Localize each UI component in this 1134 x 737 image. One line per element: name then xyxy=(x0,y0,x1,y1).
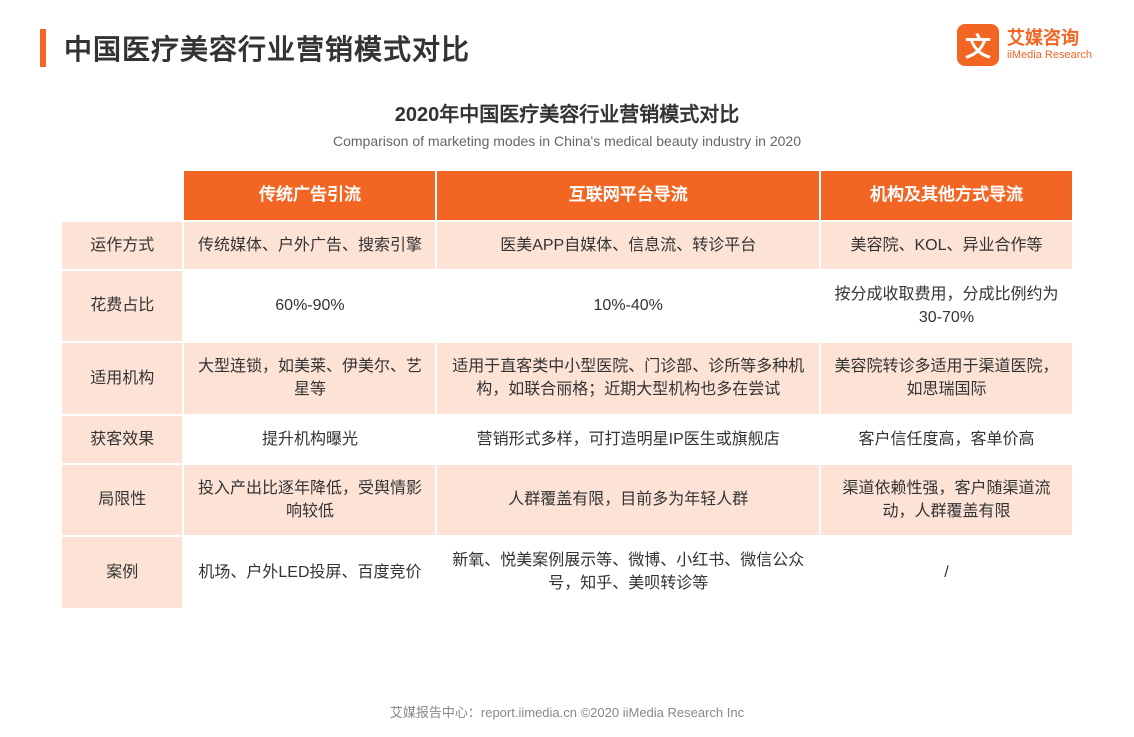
cell: 美容院、KOL、异业合作等 xyxy=(821,222,1072,269)
table-row: 运作方式 传统媒体、户外广告、搜索引擎 医美APP自媒体、信息流、转诊平台 美容… xyxy=(62,222,1072,269)
cell: 新氧、悦美案例展示等、微博、小红书、微信公众号，知乎、美呗转诊等 xyxy=(437,537,819,607)
brand-logo: 文 艾媒咨询 iiMedia Research xyxy=(957,24,1092,66)
accent-bar xyxy=(40,29,46,67)
table-corner xyxy=(62,171,182,220)
main-title: 中国医疗美容行业营销模式对比 xyxy=(64,28,470,68)
cell: 传统媒体、户外广告、搜索引擎 xyxy=(184,222,435,269)
col-header: 互联网平台导流 xyxy=(437,171,819,220)
table-row: 获客效果 提升机构曝光 营销形式多样，可打造明星IP医生或旗舰店 客户信任度高，… xyxy=(62,416,1072,463)
logo-name-en: iiMedia Research xyxy=(1007,49,1092,61)
col-header: 机构及其他方式导流 xyxy=(821,171,1072,220)
cell: 渠道依赖性强，客户随渠道流动，人群覆盖有限 xyxy=(821,465,1072,535)
footer-text: 艾媒报告中心：report.iimedia.cn ©2020 iiMedia R… xyxy=(0,702,1134,721)
cell: 适用于直客类中小型医院、门诊部、诊所等多种机构，如联合丽格；近期大型机构也多在尝… xyxy=(437,343,819,413)
cell: 大型连锁，如美莱、伊美尔、艺星等 xyxy=(184,343,435,413)
table-row: 花费占比 60%-90% 10%-40% 按分成收取费用，分成比例约为30-70… xyxy=(62,271,1072,341)
logo-text: 艾媒咨询 iiMedia Research xyxy=(1007,29,1092,61)
col-header: 传统广告引流 xyxy=(184,171,435,220)
subtitle-en: Comparison of marketing modes in China's… xyxy=(0,133,1134,149)
subtitle: 2020年中国医疗美容行业营销模式对比 Comparison of market… xyxy=(0,98,1134,149)
comparison-table: 传统广告引流 互联网平台导流 机构及其他方式导流 运作方式 传统媒体、户外广告、… xyxy=(60,169,1074,610)
row-label: 局限性 xyxy=(62,465,182,535)
table-row: 适用机构 大型连锁，如美莱、伊美尔、艺星等 适用于直客类中小型医院、门诊部、诊所… xyxy=(62,343,1072,413)
cell: 提升机构曝光 xyxy=(184,416,435,463)
row-label: 案例 xyxy=(62,537,182,607)
cell: 营销形式多样，可打造明星IP医生或旗舰店 xyxy=(437,416,819,463)
row-label: 花费占比 xyxy=(62,271,182,341)
logo-name-cn: 艾媒咨询 xyxy=(1007,29,1092,49)
table-row: 局限性 投入产出比逐年降低，受舆情影响较低 人群覆盖有限，目前多为年轻人群 渠道… xyxy=(62,465,1072,535)
cell: 机场、户外LED投屏、百度竞价 xyxy=(184,537,435,607)
cell: 60%-90% xyxy=(184,271,435,341)
row-label: 获客效果 xyxy=(62,416,182,463)
logo-icon: 文 xyxy=(957,24,999,66)
cell: 人群覆盖有限，目前多为年轻人群 xyxy=(437,465,819,535)
table-header-row: 传统广告引流 互联网平台导流 机构及其他方式导流 xyxy=(62,171,1072,220)
cell: 客户信任度高，客单价高 xyxy=(821,416,1072,463)
subtitle-cn: 2020年中国医疗美容行业营销模式对比 xyxy=(0,98,1134,127)
cell: 医美APP自媒体、信息流、转诊平台 xyxy=(437,222,819,269)
logo-glyph: 文 xyxy=(965,27,991,64)
row-label: 适用机构 xyxy=(62,343,182,413)
cell: / xyxy=(821,537,1072,607)
row-label: 运作方式 xyxy=(62,222,182,269)
cell: 按分成收取费用，分成比例约为30-70% xyxy=(821,271,1072,341)
cell: 10%-40% xyxy=(437,271,819,341)
cell: 美容院转诊多适用于渠道医院，如思瑞国际 xyxy=(821,343,1072,413)
cell: 投入产出比逐年降低，受舆情影响较低 xyxy=(184,465,435,535)
table-row: 案例 机场、户外LED投屏、百度竞价 新氧、悦美案例展示等、微博、小红书、微信公… xyxy=(62,537,1072,607)
table: 传统广告引流 互联网平台导流 机构及其他方式导流 运作方式 传统媒体、户外广告、… xyxy=(60,169,1074,610)
